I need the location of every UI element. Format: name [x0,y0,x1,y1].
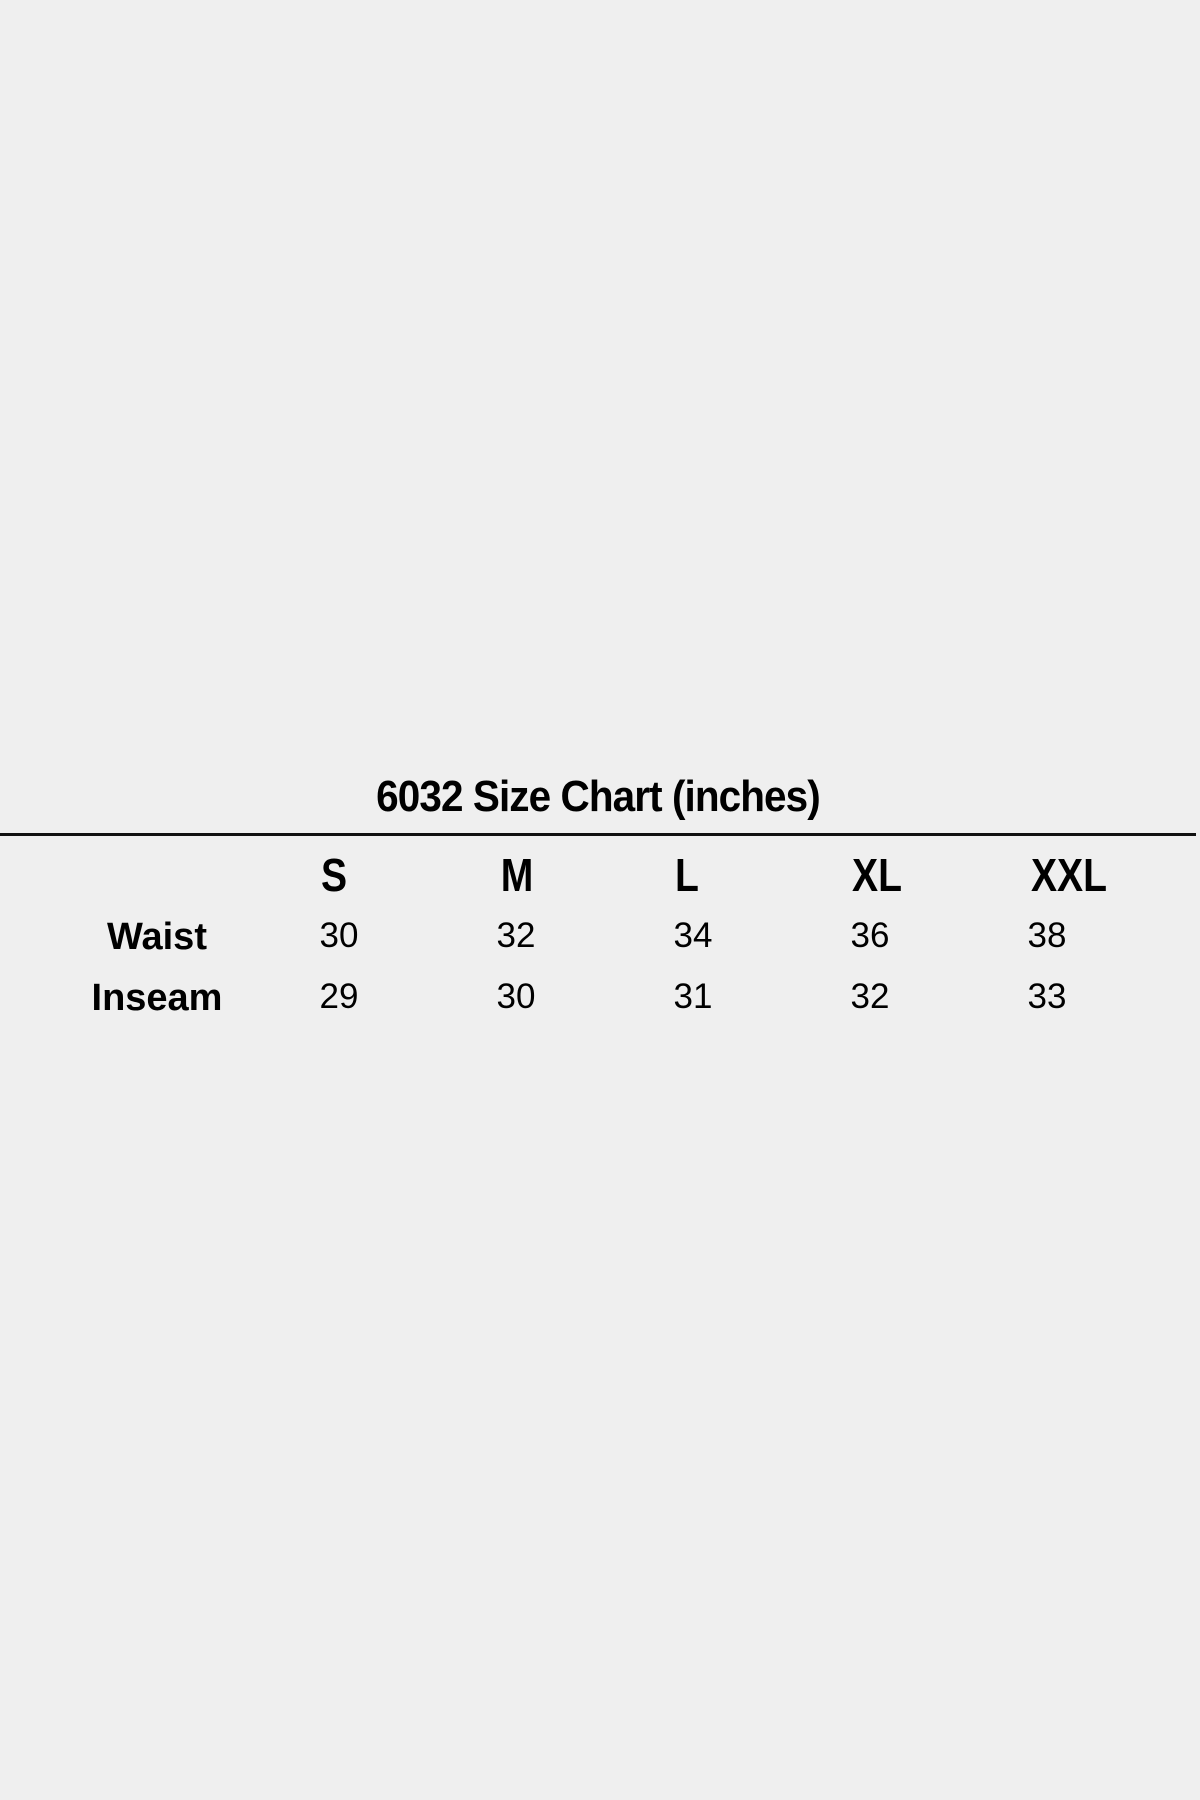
table-cell: 36 [850,916,890,955]
row-label-inseam: Inseam [91,977,223,1019]
divider [0,833,1196,836]
table-cell: 30 [496,977,536,1016]
column-header-s: S [320,849,348,901]
table-cell: 29 [319,977,359,1016]
table-cell: 32 [496,916,536,955]
table-cell: 30 [319,916,359,955]
table-cell: 31 [673,977,713,1016]
column-header-m: M [500,849,534,901]
table-cell: 38 [1027,916,1067,955]
column-header-xxl: XXL [1030,849,1108,901]
row-label-waist: Waist [107,916,207,958]
column-header-xl: XL [852,849,902,901]
table-cell: 33 [1027,977,1067,1016]
column-header-l: L [675,849,699,901]
page-title: 6032 Size Chart (inches) [376,772,821,821]
table-cell: 34 [673,916,713,955]
table-cell: 32 [850,977,890,1016]
